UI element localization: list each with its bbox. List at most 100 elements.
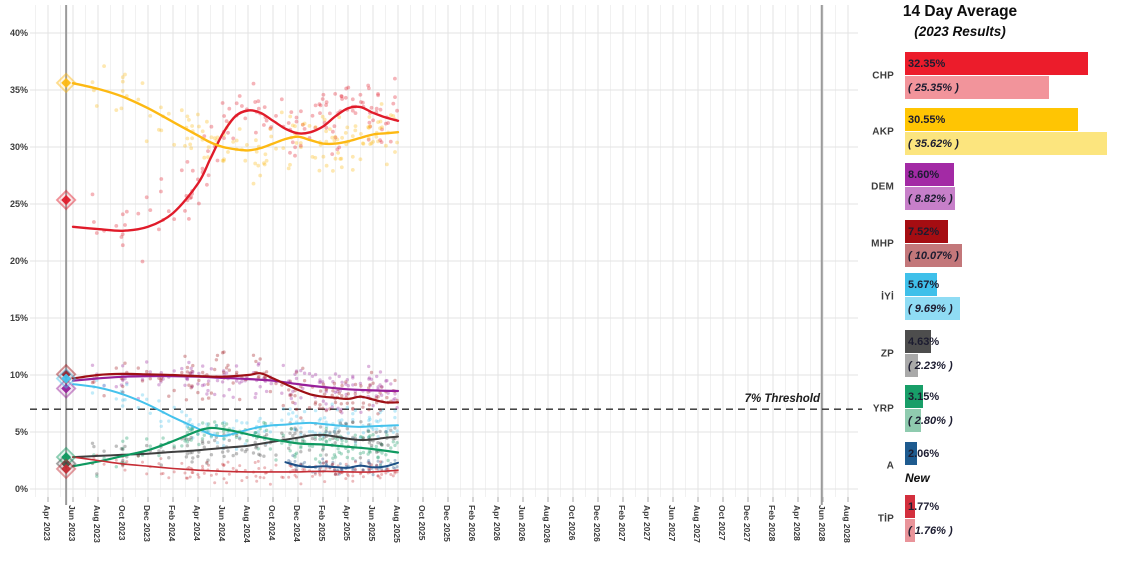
trend-line-a: [284, 461, 399, 469]
axis-labels: 0% 5% 10% 15% 20% 25% 30% 35% 40% Apr 2023 Jun 202…: [10, 28, 852, 543]
legend-bars-tip: 1.77% ( 1.76% ): [905, 495, 1125, 542]
avg-bar-zp: 4.63%: [905, 330, 939, 353]
trend-line-mhp: [71, 372, 400, 404]
avg-value-yrp: 3.15%: [908, 390, 940, 403]
legend-row-yrp: YRP 3.15% ( 2.80% ): [868, 385, 1125, 432]
legend-bars-a: 2.06% New: [905, 442, 1125, 489]
x-axis-label: Dec 2024: [292, 505, 302, 542]
avg-value-a: 2.06%: [908, 447, 940, 460]
legend-row-chp: CHP 32.35% ( 25.35% ): [868, 52, 1125, 99]
y-axis-label: 15%: [10, 313, 28, 323]
legend-party-label-yrp: YRP: [872, 403, 894, 414]
legend-party-label-zp: ZP: [880, 348, 894, 359]
x-axis-label: Oct 2024: [267, 505, 277, 541]
avg-value-zp: 4.63%: [908, 335, 940, 348]
legend-bars-iyi: 5.67% ( 9.69% ): [905, 273, 1125, 320]
x-axis-label: Oct 2026: [567, 505, 577, 541]
avg-bar-tip: 1.77%: [905, 495, 939, 518]
x-axis-label: Dec 2027: [742, 505, 752, 542]
threshold-label: 7% Threshold: [745, 393, 821, 405]
x-axis-label: Aug 2025: [392, 505, 402, 543]
x-axis-label: Jun 2027: [667, 505, 677, 542]
poll-scatter-points: [90, 64, 399, 486]
y-axis-label: 30%: [10, 142, 28, 152]
legend-row-akp: AKP 30.55% ( 35.62% ): [868, 108, 1125, 155]
result-marker-akp: [61, 77, 72, 88]
legend-bars-akp: 30.55% ( 35.62% ): [905, 108, 1125, 155]
result-marker-chp: [61, 195, 72, 205]
x-axis-label: Feb 2024: [167, 505, 177, 542]
result-bar-iyi: ( 9.69% ): [905, 297, 960, 320]
x-axis-label: Jun 2023: [67, 505, 77, 542]
threshold: 7% Threshold: [30, 393, 862, 410]
avg-value-iyi: 5.67%: [908, 278, 940, 291]
trend-line-yrp: [71, 426, 400, 468]
x-axis-label: Aug 2026: [542, 505, 552, 543]
avg-bar-iyi: 5.67%: [905, 273, 940, 296]
x-axis-label: Apr 2027: [642, 505, 652, 541]
legend-bars-dem: 8.60% ( 8.82% ): [905, 163, 1125, 210]
avg-value-tip: 1.77%: [908, 500, 940, 513]
result-bar-mhp: ( 10.07% ): [905, 244, 962, 267]
y-axis-label: 5%: [15, 427, 28, 437]
x-axis-label: Feb 2025: [317, 505, 327, 542]
y-axis-label: 40%: [10, 28, 28, 38]
legend-title: 14 Day Average: [902, 3, 1018, 20]
x-axis-label: Oct 2027: [717, 505, 727, 541]
trend-line-iyi: [72, 383, 399, 438]
result-value-yrp: ( 2.80% ): [908, 414, 953, 427]
result-value-iyi: ( 9.69% ): [908, 302, 953, 315]
x-axis-label: Oct 2023: [117, 505, 127, 541]
trend-line-chp: [71, 105, 400, 233]
x-axis-label: Aug 2028: [842, 505, 852, 543]
avg-value-dem: 8.60%: [908, 168, 940, 181]
avg-value-chp: 32.35%: [908, 57, 946, 70]
gridlines: [30, 5, 858, 497]
x-axis-label: Aug 2023: [92, 505, 102, 543]
y-axis-label: 35%: [10, 85, 28, 95]
legend-party-label-a: A: [886, 460, 894, 471]
x-axis-label: Dec 2023: [142, 505, 152, 542]
avg-bar-dem: 8.60%: [905, 163, 954, 186]
x-axis-label: Apr 2028: [792, 505, 802, 541]
y-axis-label: 20%: [10, 256, 28, 266]
x-axis-label: Dec 2026: [592, 505, 602, 542]
chart-svg: 7% Threshold 0% 5% 10% 15% 20% 25% 30% 35% 40% Apr…: [10, 5, 862, 543]
legend-party-label-mhp: MHP: [871, 238, 894, 249]
result-bar-zp: ( 2.23% ): [905, 354, 953, 377]
trend-line-akp: [71, 82, 400, 152]
new-party-label-a: New: [905, 470, 930, 485]
x-axis-label: Apr 2025: [342, 505, 352, 541]
result-bar-tip: ( 1.76% ): [905, 519, 953, 542]
x-axis-label: Apr 2024: [192, 505, 202, 541]
election-date-lines: [65, 5, 823, 505]
legend-bars-chp: 32.35% ( 25.35% ): [905, 52, 1125, 99]
legend-title-block: 14 Day Average (2023 Results): [880, 2, 1040, 41]
x-axis-label: Jun 2024: [217, 505, 227, 542]
x-axis-label: Jun 2028: [817, 505, 827, 542]
trend-line-zp: [72, 433, 399, 459]
y-axis-label: 25%: [10, 199, 28, 209]
x-axis-label: Feb 2026: [467, 505, 477, 542]
result-value-mhp: ( 10.07% ): [908, 249, 959, 262]
x-axis-label: Jun 2026: [517, 505, 527, 542]
x-axis-label: Jun 2025: [367, 505, 377, 542]
legend-party-label-chp: CHP: [872, 70, 894, 81]
legend-bars-zp: 4.63% ( 2.23% ): [905, 330, 1125, 377]
trend-lines: [71, 82, 400, 473]
legend-subtitle: (2023 Results): [914, 24, 1006, 39]
legend-row-tip: TİP 1.77% ( 1.76% ): [868, 495, 1125, 542]
y-axis-label: 0%: [15, 484, 28, 494]
avg-value-akp: 30.55%: [908, 113, 946, 126]
legend-party-label-iyi: İYİ: [881, 291, 894, 302]
result-value-chp: ( 25.35% ): [908, 81, 959, 94]
legend-party-label-akp: AKP: [872, 126, 894, 137]
result-value-tip: ( 1.76% ): [908, 524, 953, 537]
x-axis-label: Feb 2028: [767, 505, 777, 542]
avg-bar-akp: 30.55%: [905, 108, 1078, 131]
result-bar-yrp: ( 2.80% ): [905, 409, 953, 432]
result-bar-dem: ( 8.82% ): [905, 187, 955, 210]
legend-row-mhp: MHP 7.52% ( 10.07% ): [868, 220, 1125, 267]
result-value-dem: ( 8.82% ): [908, 192, 953, 205]
avg-value-mhp: 7.52%: [908, 225, 940, 238]
